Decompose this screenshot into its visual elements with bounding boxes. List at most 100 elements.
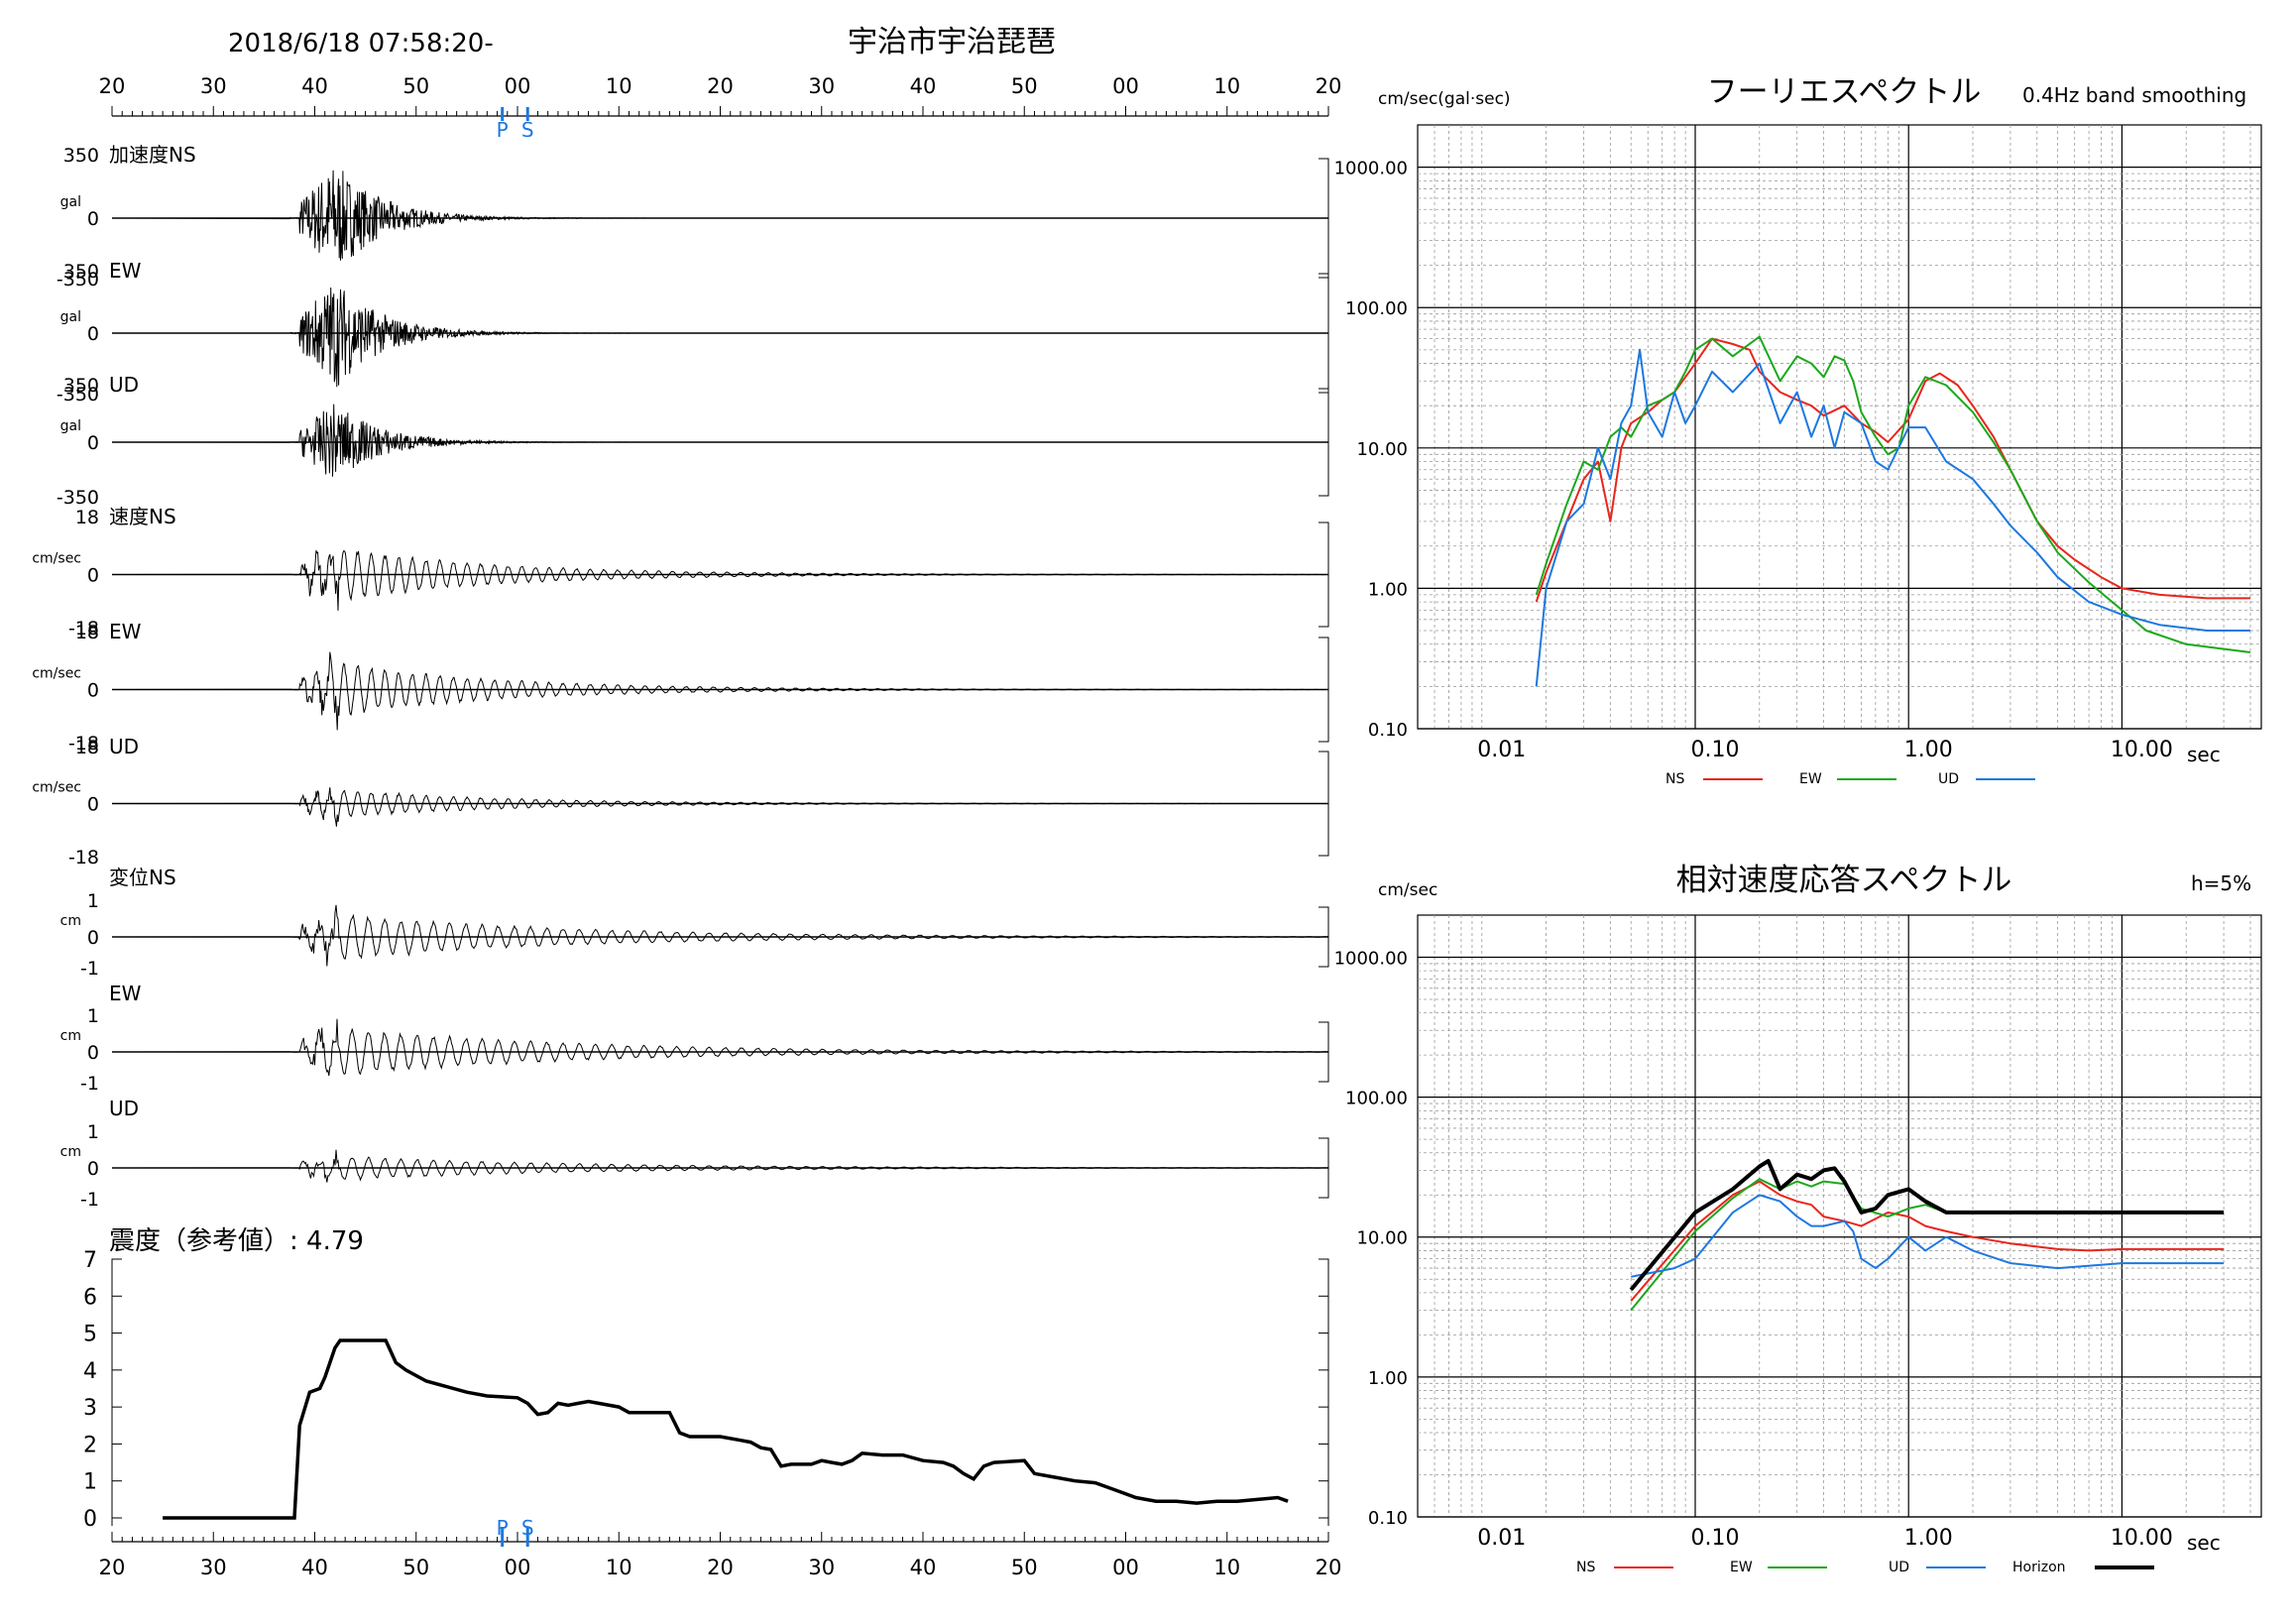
intensity-line: [163, 1338, 1289, 1520]
axis-zero-label: 0: [87, 1158, 99, 1180]
axis-zero-label: 0: [87, 432, 99, 454]
series-line: [1535, 348, 2250, 687]
time-tick-label: 20: [1316, 74, 1342, 98]
waveform-label: EW: [109, 620, 142, 643]
response-unit: cm/sec: [1378, 880, 1437, 900]
time-tick-label: 40: [910, 1556, 937, 1579]
waveform-panel: 加速度NS 350 0 -350 gal: [57, 143, 1329, 290]
waveform-label: UD: [109, 373, 139, 397]
time-tick-label: 20: [99, 74, 126, 98]
unit-label: cm: [60, 1028, 81, 1044]
axis-max-label: 1: [87, 890, 99, 912]
time-tick-label: 20: [707, 1556, 734, 1579]
waveform-trace: [112, 287, 1328, 388]
waveform-trace: [111, 549, 1328, 611]
x-tick-label: 10.00: [2111, 1526, 2173, 1551]
response-legend: NS EW UD Horizon: [1576, 1560, 2154, 1575]
time-tick-label: 00: [505, 74, 531, 98]
time-tick-label: 40: [301, 1556, 328, 1579]
waveform-trace: [111, 1018, 1329, 1077]
waveform-panel: UD 350 0 -350 gal: [57, 373, 1329, 509]
fourier-unit: cm/sec(gal·sec): [1378, 89, 1511, 109]
plot-frame: [1417, 914, 2262, 1518]
legend-label: NS: [1576, 1560, 1595, 1575]
top-time-axis: 20 30 40 50 00 10 20 30 40 50 00 10 20 P S: [99, 74, 1342, 142]
waveform-trace: [111, 787, 1328, 827]
time-tick-label: 50: [1011, 1556, 1038, 1579]
phase-label: S: [521, 1516, 534, 1540]
phase-label: P: [497, 1516, 509, 1540]
y-tick-label: 1000.00: [1334, 159, 1408, 179]
unit-label: gal: [60, 194, 81, 210]
unit-label: cm/sec: [32, 666, 81, 682]
intensity-tick-label: 6: [83, 1285, 97, 1310]
waveform-panel: EW 1 0 -1 cm: [60, 982, 1329, 1095]
intensity-axis-right: [1319, 1258, 1329, 1526]
intensity-tick-label: 7: [83, 1248, 97, 1273]
waveform-label: 速度NS: [109, 505, 176, 528]
x-tick-label: 0.10: [1691, 738, 1740, 762]
intensity-tick-label: 5: [83, 1323, 97, 1347]
axis-max-label: 350: [63, 261, 99, 283]
fourier-legend: NS EW UD: [1665, 771, 2035, 787]
axis-min-label: -350: [57, 269, 99, 290]
time-tick-label: 20: [1316, 1556, 1342, 1579]
waveform-label: 変位NS: [109, 866, 176, 889]
waveform-label: EW: [109, 982, 142, 1005]
intensity-tick-label: 0: [83, 1507, 97, 1532]
time-tick-label: 00: [1112, 1556, 1139, 1579]
time-tick-label: 00: [505, 1556, 531, 1579]
waveform-trace: [111, 1149, 1329, 1183]
fourier-spectrum-chart: 1000.00 100.00 10.00 1.00 0.10 0.01 0.10 1.00 10…: [1334, 124, 2262, 766]
y-tick-label: 0.10: [1368, 1508, 1408, 1529]
x-unit-label: sec: [2187, 1531, 2221, 1555]
y-tick-label: 1.00: [1368, 1368, 1408, 1389]
unit-label: cm/sec: [32, 780, 81, 796]
time-tick-label: 50: [402, 74, 429, 98]
legend-label: UD: [1889, 1560, 1909, 1575]
time-tick-label: 20: [707, 74, 734, 98]
y-tick-label: 10.00: [1356, 439, 1408, 460]
phase-label: S: [521, 118, 534, 142]
response-spectrum-chart: 1000.00 100.00 10.00 1.00 0.10 0.01 0.10 1.00 10…: [1334, 914, 2262, 1555]
series-line: [1631, 1194, 2225, 1278]
axis-min-label: -350: [57, 384, 99, 406]
y-tick-label: 100.00: [1345, 1089, 1408, 1109]
time-tick-label: 30: [200, 74, 227, 98]
bottom-time-axis: 20 30 40 50 00 10 20 30 40 50 00 10 20 P S: [99, 1516, 1342, 1579]
waveform-panel: UD 18 0 -18 cm/sec: [32, 735, 1329, 869]
axis-max-label: 350: [63, 145, 99, 167]
time-tick-label: 40: [301, 74, 328, 98]
x-tick-label: 10.00: [2111, 738, 2173, 762]
phase-label: P: [497, 118, 509, 142]
response-note: h=5%: [2191, 871, 2251, 895]
axis-min-label: -1: [80, 1189, 99, 1211]
unit-label: cm/sec: [32, 551, 81, 567]
waveform-panel: 速度NS 18 0 -18 cm/sec: [32, 505, 1329, 639]
intensity-axis: [111, 1258, 122, 1526]
series-line: [1535, 335, 2251, 653]
axis-max-label: 1: [87, 1121, 99, 1143]
axis-zero-label: 0: [87, 794, 99, 816]
axis-min-label: -350: [57, 487, 99, 509]
unit-label: gal: [60, 309, 81, 325]
legend-label: Horizon: [2012, 1560, 2066, 1575]
intensity-tick-label: 4: [83, 1359, 97, 1384]
time-tick-label: 50: [402, 1556, 429, 1579]
y-tick-label: 1000.00: [1334, 948, 1408, 969]
y-tick-label: 10.00: [1356, 1228, 1408, 1249]
x-tick-label: 0.10: [1691, 1526, 1740, 1551]
y-tick-label: 0.10: [1368, 720, 1408, 741]
axis-zero-label: 0: [87, 927, 99, 949]
x-unit-label: sec: [2187, 743, 2221, 766]
time-tick-label: 20: [99, 1556, 126, 1579]
legend-label: EW: [1799, 771, 1822, 787]
intensity-chart: 0 1 2 3 4 5 6 7: [83, 1248, 1329, 1532]
axis-max-label: 350: [63, 375, 99, 397]
x-tick-label: 1.00: [1904, 738, 1953, 762]
time-tick-label: 50: [1011, 74, 1038, 98]
axis-min-label: -18: [68, 733, 99, 754]
unit-label: cm: [60, 1144, 81, 1160]
unit-label: cm: [60, 913, 81, 929]
axis-max-label: 18: [75, 622, 99, 643]
